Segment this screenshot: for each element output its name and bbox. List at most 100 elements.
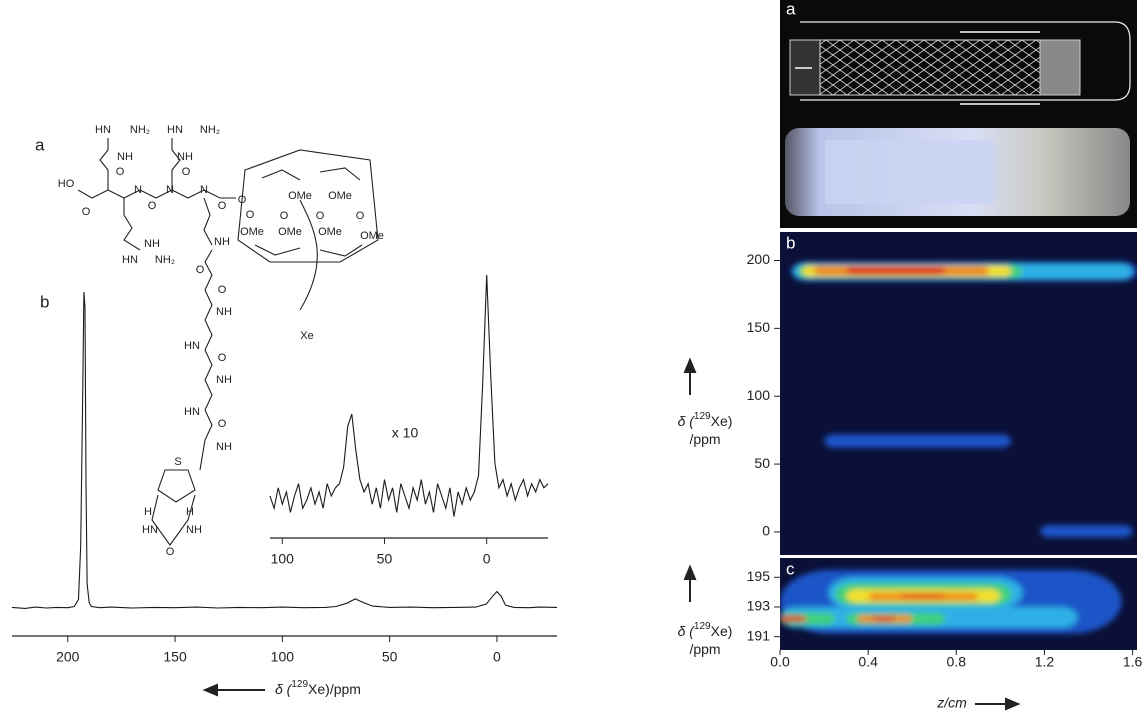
- atom-label: OMe: [278, 226, 302, 238]
- x-tick-label: 50: [382, 649, 398, 665]
- y-axis-label-part: /ppm: [689, 431, 720, 447]
- ppm-arrows: [202, 357, 1021, 711]
- x-tick-label: 150: [163, 649, 187, 665]
- x-tick-label: 200: [56, 649, 80, 665]
- contour-region: [824, 434, 1012, 448]
- x-tick-label: 0: [483, 551, 491, 567]
- atom-label: O: [182, 166, 191, 178]
- panel-label: b: [786, 233, 795, 252]
- atom-label: N: [166, 184, 174, 196]
- atom-label: N: [200, 184, 208, 196]
- y-tick-label: 150: [747, 319, 771, 335]
- atom-label: NH: [216, 441, 232, 453]
- atom-label: O: [166, 546, 175, 558]
- atom-label: O: [116, 166, 125, 178]
- atom-label: S: [174, 456, 181, 468]
- y-axis-label-part: 129: [694, 411, 711, 422]
- x-tick-label: 0.8: [947, 654, 967, 670]
- atom-label: HN: [184, 340, 200, 352]
- x-axis-label: z/cm: [936, 695, 967, 711]
- x-axis-label-part: Xe)/ppm: [308, 681, 361, 697]
- atom-label: NH₂: [155, 254, 175, 266]
- atom-label: NH: [214, 236, 230, 248]
- panel-label: c: [786, 559, 795, 578]
- y-tick-label: 195: [747, 568, 771, 584]
- panel-label: b: [40, 292, 49, 311]
- atom-label: NH: [177, 151, 193, 163]
- atom-label: HN: [167, 124, 183, 136]
- atom-label: O: [356, 210, 365, 222]
- contour-region: [846, 266, 946, 275]
- atom-label: OMe: [328, 190, 352, 202]
- atom-label: HN: [95, 124, 111, 136]
- atom-label: O: [316, 210, 325, 222]
- atom-label: HN: [184, 406, 200, 418]
- panel-label: a: [786, 0, 796, 18]
- contour-region: [872, 616, 895, 622]
- atom-label: N: [134, 184, 142, 196]
- atom-label: NH₂: [200, 124, 220, 136]
- atom-label: NH₂: [130, 124, 150, 136]
- atom-label: OMe: [318, 226, 342, 238]
- atom-label: HO: [58, 178, 75, 190]
- atom-label: NH: [216, 306, 232, 318]
- atom-label: OMe: [240, 226, 264, 238]
- atom-label: NH: [216, 374, 232, 386]
- x-tick-label: 0.0: [770, 654, 790, 670]
- atom-label: OMe: [360, 230, 384, 242]
- x-axis-label-part: 129: [291, 679, 308, 690]
- atom-label: H: [186, 506, 194, 518]
- y-axis-label: δ (129Xe) /ppm: [678, 411, 733, 447]
- x-tick-label: 1.2: [1035, 654, 1055, 670]
- atom-label: O: [218, 418, 227, 430]
- x-tick-label: 1.6: [1123, 654, 1143, 670]
- photo-panel: [780, 0, 1137, 228]
- atom-label: O: [280, 210, 289, 222]
- atom-label: HN: [122, 254, 138, 266]
- atom-label: O: [246, 209, 255, 221]
- atom-label: O: [218, 200, 227, 212]
- y-tick-label: 200: [747, 251, 771, 267]
- y-tick-label: 191: [747, 627, 771, 643]
- x-axis-label: δ (129Xe)/ppm: [275, 679, 361, 697]
- y-axis-label: δ (129Xe) /ppm: [678, 621, 733, 657]
- structure-bonds: [77, 138, 379, 546]
- y-tick-label: 100: [747, 387, 771, 403]
- y-axis-label-part: Xe): [711, 623, 733, 639]
- annotation: x 10: [392, 425, 419, 441]
- panel-label: a: [35, 135, 45, 154]
- atom-label: HN: [142, 524, 158, 536]
- x-tick-label: 0: [493, 649, 501, 665]
- atom-label: O: [196, 264, 205, 276]
- y-axis-label-part: 129: [694, 621, 711, 632]
- spectrum-line: [269, 274, 549, 517]
- y-axis-label-part: Xe): [711, 413, 733, 429]
- atom-label: H: [144, 506, 152, 518]
- contour-layer: [780, 569, 1122, 634]
- x-tick-label: 100: [271, 649, 295, 665]
- atom-label: O: [218, 352, 227, 364]
- y-tick-label: 193: [747, 598, 771, 614]
- contour-region: [901, 594, 946, 599]
- spectrum-line: [11, 291, 558, 609]
- atom-label: Xe: [300, 330, 313, 342]
- plot-background: [780, 232, 1137, 555]
- y-axis-label-part: δ (: [678, 623, 696, 639]
- atom-label: O: [82, 206, 91, 218]
- y-axis-label-part: δ (: [678, 413, 696, 429]
- contour-region: [780, 615, 807, 622]
- contour-layer: [791, 261, 1137, 538]
- contours: [780, 569, 1122, 634]
- contour-region: [1040, 525, 1133, 538]
- atom-label: O: [238, 194, 247, 206]
- y-axis-label-part: /ppm: [689, 641, 720, 657]
- y-tick-label: 50: [754, 455, 770, 471]
- atom-label: O: [148, 200, 157, 212]
- contours: [791, 261, 1137, 538]
- atom-label: O: [218, 284, 227, 296]
- atom-label: OMe: [288, 190, 312, 202]
- atom-label: NH: [144, 238, 160, 250]
- atom-label: NH: [117, 151, 133, 163]
